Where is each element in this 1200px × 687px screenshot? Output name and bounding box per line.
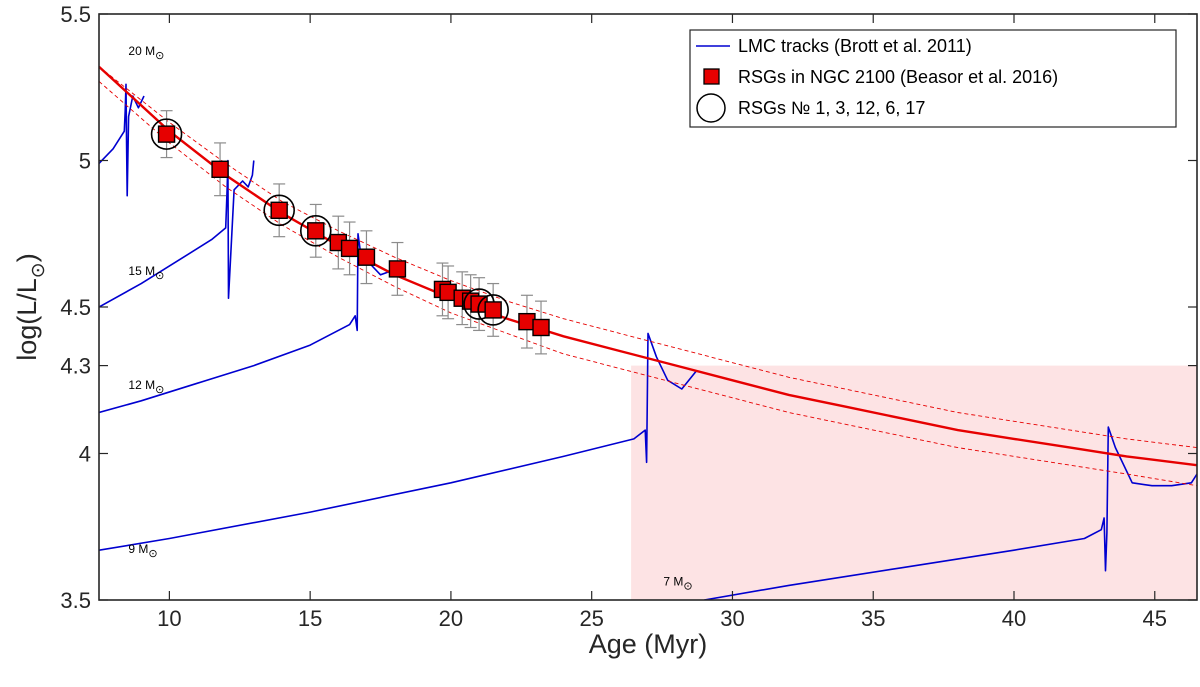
mass-label-value: 7 M bbox=[663, 574, 683, 588]
mass-label-value: 12 M bbox=[128, 378, 155, 392]
track-line-4 bbox=[704, 426, 1197, 600]
x-tick-label-2: 20 bbox=[439, 606, 463, 631]
legend-circle-swatch bbox=[696, 93, 726, 123]
sun-symbol: ⊙ bbox=[155, 384, 164, 396]
highlight-ring-0 bbox=[150, 118, 183, 150]
mass-label-value: 20 M bbox=[128, 44, 155, 58]
mass-label-0: 20 M⊙ bbox=[128, 44, 164, 62]
highlight-ring-3 bbox=[299, 215, 332, 247]
track-line-3 bbox=[99, 332, 697, 551]
legend-label-tracks: LMC tracks (Brott et al. 2011) bbox=[738, 36, 972, 56]
mass-label-1: 15 M⊙ bbox=[128, 264, 164, 282]
sun-symbol: ⊙ bbox=[148, 548, 157, 560]
y-tick-label-0: 3.5 bbox=[60, 588, 91, 613]
legend-label-selected: RSGs № 1, 3, 12, 6, 17 bbox=[738, 98, 925, 118]
x-tick-label-1: 15 bbox=[298, 606, 322, 631]
data-marker-2 bbox=[270, 201, 288, 220]
x-tick-label-3: 25 bbox=[579, 606, 603, 631]
x-axis-title: Age (Myr) bbox=[589, 629, 708, 659]
mass-label-2: 12 M⊙ bbox=[128, 378, 164, 396]
y-axis-title: log(L/L⊙) bbox=[12, 253, 49, 360]
shaded-region bbox=[631, 365, 1197, 600]
mass-label-value: 15 M bbox=[128, 264, 155, 278]
points-layer bbox=[150, 110, 550, 355]
y-tick-label-3: 4.5 bbox=[60, 295, 91, 320]
track-line-2 bbox=[99, 233, 396, 414]
data-marker-13 bbox=[484, 301, 502, 319]
y-tick-label-2: 4.3 bbox=[60, 354, 91, 379]
data-marker-7 bbox=[388, 260, 407, 278]
legend-label-rsgs: RSGs in NGC 2100 (Beasor et al. 2016) bbox=[738, 67, 1058, 87]
sun-symbol: ⊙ bbox=[683, 580, 692, 592]
x-tick-label-7: 45 bbox=[1143, 606, 1167, 631]
y-tick-label-5: 5.5 bbox=[60, 2, 91, 27]
legend: LMC tracks (Brott et al. 2011) RSGs in N… bbox=[689, 29, 1177, 128]
track-line-1 bbox=[99, 159, 255, 308]
y-axis-title-sub: ⊙ bbox=[28, 262, 49, 278]
highlight-ring-13 bbox=[477, 294, 509, 326]
mass-label-4: 7 M⊙ bbox=[663, 574, 692, 592]
x-tick-label-5: 35 bbox=[861, 606, 885, 631]
y-tick-label-4: 5 bbox=[79, 149, 91, 174]
axis-ticks-layer: 10 15 20 25 30 35 40 45 3.5 4 4.3 4.5 5 5.5 bbox=[60, 2, 1197, 631]
data-marker-15 bbox=[532, 318, 550, 337]
shaded-region-layer bbox=[631, 365, 1197, 600]
highlight-ring-2 bbox=[263, 194, 295, 227]
x-tick-label-0: 10 bbox=[157, 606, 181, 631]
x-tick-label-6: 40 bbox=[1002, 606, 1026, 631]
sun-symbol: ⊙ bbox=[155, 270, 164, 282]
y-tick-label-1: 4 bbox=[79, 442, 91, 467]
fit-lower-bound bbox=[99, 81, 1197, 487]
data-marker-5 bbox=[340, 239, 359, 258]
sun-symbol: ⊙ bbox=[155, 50, 164, 62]
data-marker-6 bbox=[357, 248, 376, 266]
legend-square-swatch bbox=[703, 68, 720, 85]
mass-label-3: 9 M⊙ bbox=[128, 542, 157, 560]
data-marker-1 bbox=[211, 160, 229, 178]
legend-box bbox=[689, 29, 1177, 128]
data-marker-0 bbox=[157, 125, 176, 143]
data-marker-3 bbox=[307, 222, 325, 240]
y-axis-title-close: ) bbox=[12, 253, 42, 262]
y-axis-title-main: log(L/L bbox=[12, 278, 42, 361]
tracks-layer bbox=[99, 83, 1197, 600]
mass-labels-layer: 20 M⊙15 M⊙12 M⊙9 M⊙7 M⊙ bbox=[128, 44, 692, 592]
x-tick-label-4: 30 bbox=[720, 606, 744, 631]
mass-label-value: 9 M bbox=[128, 542, 148, 556]
